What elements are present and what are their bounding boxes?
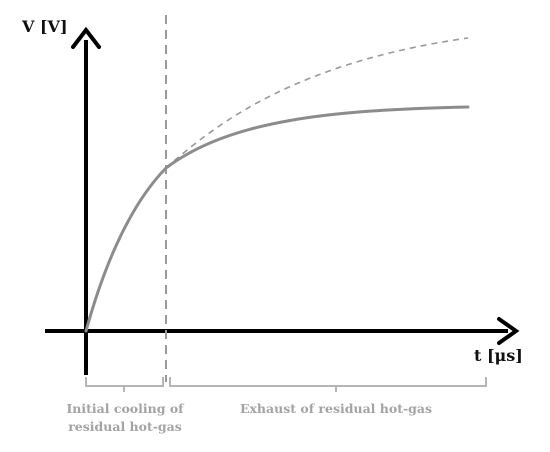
extrapolated-dashed-curve <box>165 37 469 169</box>
y-axis-label: V [V] <box>21 17 68 36</box>
phase-1-label-line-2: residual hot-gas <box>68 419 182 434</box>
y-axis-arrowhead <box>71 26 101 49</box>
phase-1-label-line-1: Initial cooling of <box>66 401 185 416</box>
phase-1-bracket <box>85 377 164 392</box>
phase-2-bracket <box>169 377 487 392</box>
phase-2-label: Exhaust of residual hot-gas <box>240 401 432 416</box>
x-axis-label: t [μs] <box>474 346 523 365</box>
x-axis-arrowhead <box>497 317 520 345</box>
voltage-curve <box>84 105 470 333</box>
